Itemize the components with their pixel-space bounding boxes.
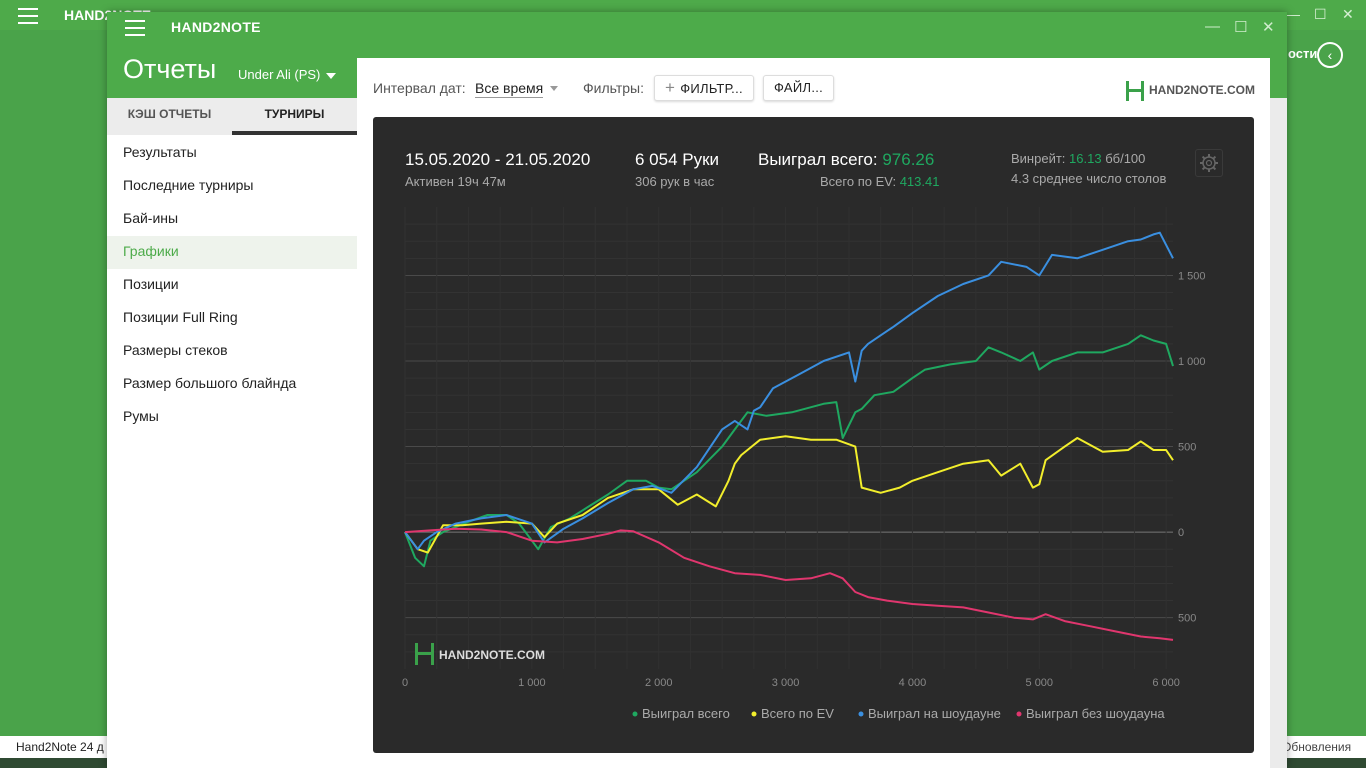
background-notification: Hand2Note 24 д bbox=[0, 736, 110, 758]
background-maximize-icon[interactable]: ☐ bbox=[1314, 6, 1327, 22]
winrate-value: 16.13 bbox=[1069, 151, 1102, 166]
filter-button[interactable]: + ФИЛЬТР... bbox=[654, 75, 754, 101]
filters-label: Фильтры: bbox=[583, 80, 644, 96]
winrate-unit: бб/100 bbox=[1105, 151, 1146, 166]
logo-text: HAND2NOTE.COM bbox=[1149, 83, 1256, 97]
active-time: Активен 19ч 47м bbox=[405, 174, 506, 189]
main-window: HAND2NOTE — ☐ ✕ Отчеты Under Ali (PS) КЭ… bbox=[107, 12, 1287, 768]
chart-grid bbox=[404, 207, 1173, 669]
y-tick-labels: 1 500 1 000 500 0 500 bbox=[1178, 270, 1206, 624]
background-updates-link[interactable]: Обновления bbox=[1272, 736, 1366, 758]
window-title: HAND2NOTE bbox=[171, 19, 261, 35]
date-interval-select[interactable]: Все время bbox=[475, 80, 544, 98]
chart-settings-button[interactable] bbox=[1195, 149, 1223, 177]
page-title: Отчеты bbox=[123, 54, 217, 84]
background-close-icon[interactable]: ✕ bbox=[1342, 6, 1354, 22]
account-selector[interactable]: Under Ali (PS) bbox=[238, 67, 337, 82]
nav-item[interactable]: Позиции Full Ring bbox=[123, 309, 238, 325]
sidebar: КЭШ ОТЧЕТЫ ТУРНИРЫ Результаты Последние ту… bbox=[107, 98, 357, 768]
nav-item[interactable]: Бай-ины bbox=[123, 210, 179, 226]
chart-panel: 15.05.2020 - 21.05.2020 Активен 19ч 47м … bbox=[373, 117, 1254, 753]
nav-item[interactable]: Румы bbox=[123, 408, 159, 424]
y-tick-label: 1 000 bbox=[1178, 356, 1206, 368]
won-total: Выиграл всего: 976.26 bbox=[758, 150, 934, 170]
chevron-down-icon bbox=[550, 86, 558, 91]
winrate-label: Винрейт: bbox=[1011, 151, 1066, 166]
tab-1[interactable]: ТУРНИРЫ bbox=[232, 98, 357, 135]
series-line-1 bbox=[404, 435, 1174, 554]
y-tick-label: 0 bbox=[1178, 527, 1184, 539]
nav-item[interactable]: Размеры стеков bbox=[123, 342, 228, 358]
filter-bar: Интервал дат: Все время Фильтры: + ФИЛЬТР… bbox=[357, 74, 1270, 102]
file-button-label: ФАЙЛ... bbox=[774, 80, 824, 95]
hand2note-logo-icon bbox=[1126, 80, 1144, 101]
chart-legend: Выиграл всего Всего по EV Выиграл на шоуда… bbox=[632, 706, 1165, 721]
background-strip bbox=[1287, 758, 1366, 768]
x-tick-label: 3 000 bbox=[772, 677, 800, 689]
x-tick-label: 4 000 bbox=[899, 677, 927, 689]
nav-item[interactable]: Графики bbox=[107, 236, 357, 269]
ev-label: Всего по EV: bbox=[820, 174, 897, 189]
date-interval-label: Интервал дат: bbox=[373, 80, 466, 96]
legend-marker bbox=[632, 711, 638, 717]
gear-icon bbox=[1200, 154, 1218, 172]
legend-marker bbox=[858, 711, 864, 717]
avg-tables: 4.3 среднее число столов bbox=[1011, 171, 1167, 186]
report-tabs: КЭШ ОТЧЕТЫ ТУРНИРЫ bbox=[107, 98, 357, 135]
chart-watermark: HAND2NOTE.COM bbox=[415, 643, 545, 665]
background-right-text: ости bbox=[1288, 46, 1318, 61]
close-icon[interactable]: ✕ bbox=[1262, 19, 1275, 36]
maximize-icon[interactable]: ☐ bbox=[1234, 19, 1248, 36]
x-tick-labels: 0 1 000 2 000 3 000 4 000 5 000 6 000 bbox=[402, 677, 1180, 689]
plus-icon: + bbox=[665, 78, 676, 97]
series-line-3 bbox=[404, 527, 1174, 641]
y-tick-label: 500 bbox=[1178, 442, 1196, 454]
background-menu-icon[interactable] bbox=[18, 8, 38, 24]
x-tick-label: 6 000 bbox=[1152, 677, 1180, 689]
hands-per-hour: 306 рук в час bbox=[635, 174, 715, 189]
hands-count: 6 054 Руки bbox=[635, 150, 720, 169]
series-line-2 bbox=[404, 231, 1174, 551]
content-area: Интервал дат: Все время Фильтры: + ФИЛЬТР… bbox=[357, 58, 1270, 768]
winrate: Винрейт: 16.13 бб/100 bbox=[1011, 151, 1145, 166]
y-tick-label: 1 500 bbox=[1178, 270, 1206, 282]
x-tick-label: 2 000 bbox=[645, 677, 673, 689]
hand2note-logo[interactable]: HAND2NOTE.COM bbox=[1125, 78, 1255, 102]
file-button[interactable]: ФАЙЛ... bbox=[763, 75, 835, 101]
menu-icon[interactable] bbox=[125, 20, 145, 36]
y-tick-label: 500 bbox=[1178, 613, 1196, 625]
x-tick-label: 5 000 bbox=[1026, 677, 1054, 689]
chevron-down-icon bbox=[326, 72, 337, 79]
report-nav: Результаты Последние турниры Бай-ины График… bbox=[107, 135, 357, 434]
watermark-logo-icon bbox=[415, 652, 434, 655]
legend-marker bbox=[751, 711, 757, 717]
won-label: Выиграл всего: bbox=[758, 150, 878, 169]
legend-label: Выиграл на шоудауне bbox=[868, 706, 1001, 721]
legend-label: Выиграл без шоудауна bbox=[1026, 706, 1165, 721]
background-back-button[interactable]: ‹ bbox=[1317, 42, 1343, 68]
background-minimize-icon[interactable]: — bbox=[1286, 6, 1300, 22]
nav-item[interactable]: Последние турниры bbox=[123, 177, 254, 193]
background-strip bbox=[0, 758, 107, 768]
chart-lines bbox=[404, 231, 1174, 641]
watermark-text: HAND2NOTE.COM bbox=[439, 648, 545, 662]
filter-button-label: ФИЛЬТР... bbox=[680, 81, 743, 96]
ev-value: 413.41 bbox=[899, 174, 940, 189]
x-tick-label: 1 000 bbox=[518, 677, 546, 689]
date-range: 15.05.2020 - 21.05.2020 bbox=[405, 150, 591, 169]
won-value: 976.26 bbox=[882, 150, 935, 169]
profit-chart: 1 500 1 000 500 0 500 0 1 000 2 000 3 000 4 000 5… bbox=[402, 207, 1206, 721]
legend-label: Всего по EV bbox=[761, 706, 834, 721]
x-tick-label: 0 bbox=[402, 677, 408, 689]
legend-label: Выиграл всего bbox=[642, 706, 730, 721]
nav-item[interactable]: Результаты bbox=[123, 144, 197, 160]
nav-item[interactable]: Размер большого блайнда bbox=[123, 375, 297, 391]
ev-total: Всего по EV: 413.41 bbox=[820, 174, 939, 189]
tab-0[interactable]: КЭШ ОТЧЕТЫ bbox=[127, 107, 212, 121]
legend-marker bbox=[1016, 711, 1022, 717]
nav-item[interactable]: Позиции bbox=[123, 276, 179, 292]
account-name: Under Ali (PS) bbox=[238, 67, 321, 82]
minimize-icon[interactable]: — bbox=[1205, 18, 1220, 35]
